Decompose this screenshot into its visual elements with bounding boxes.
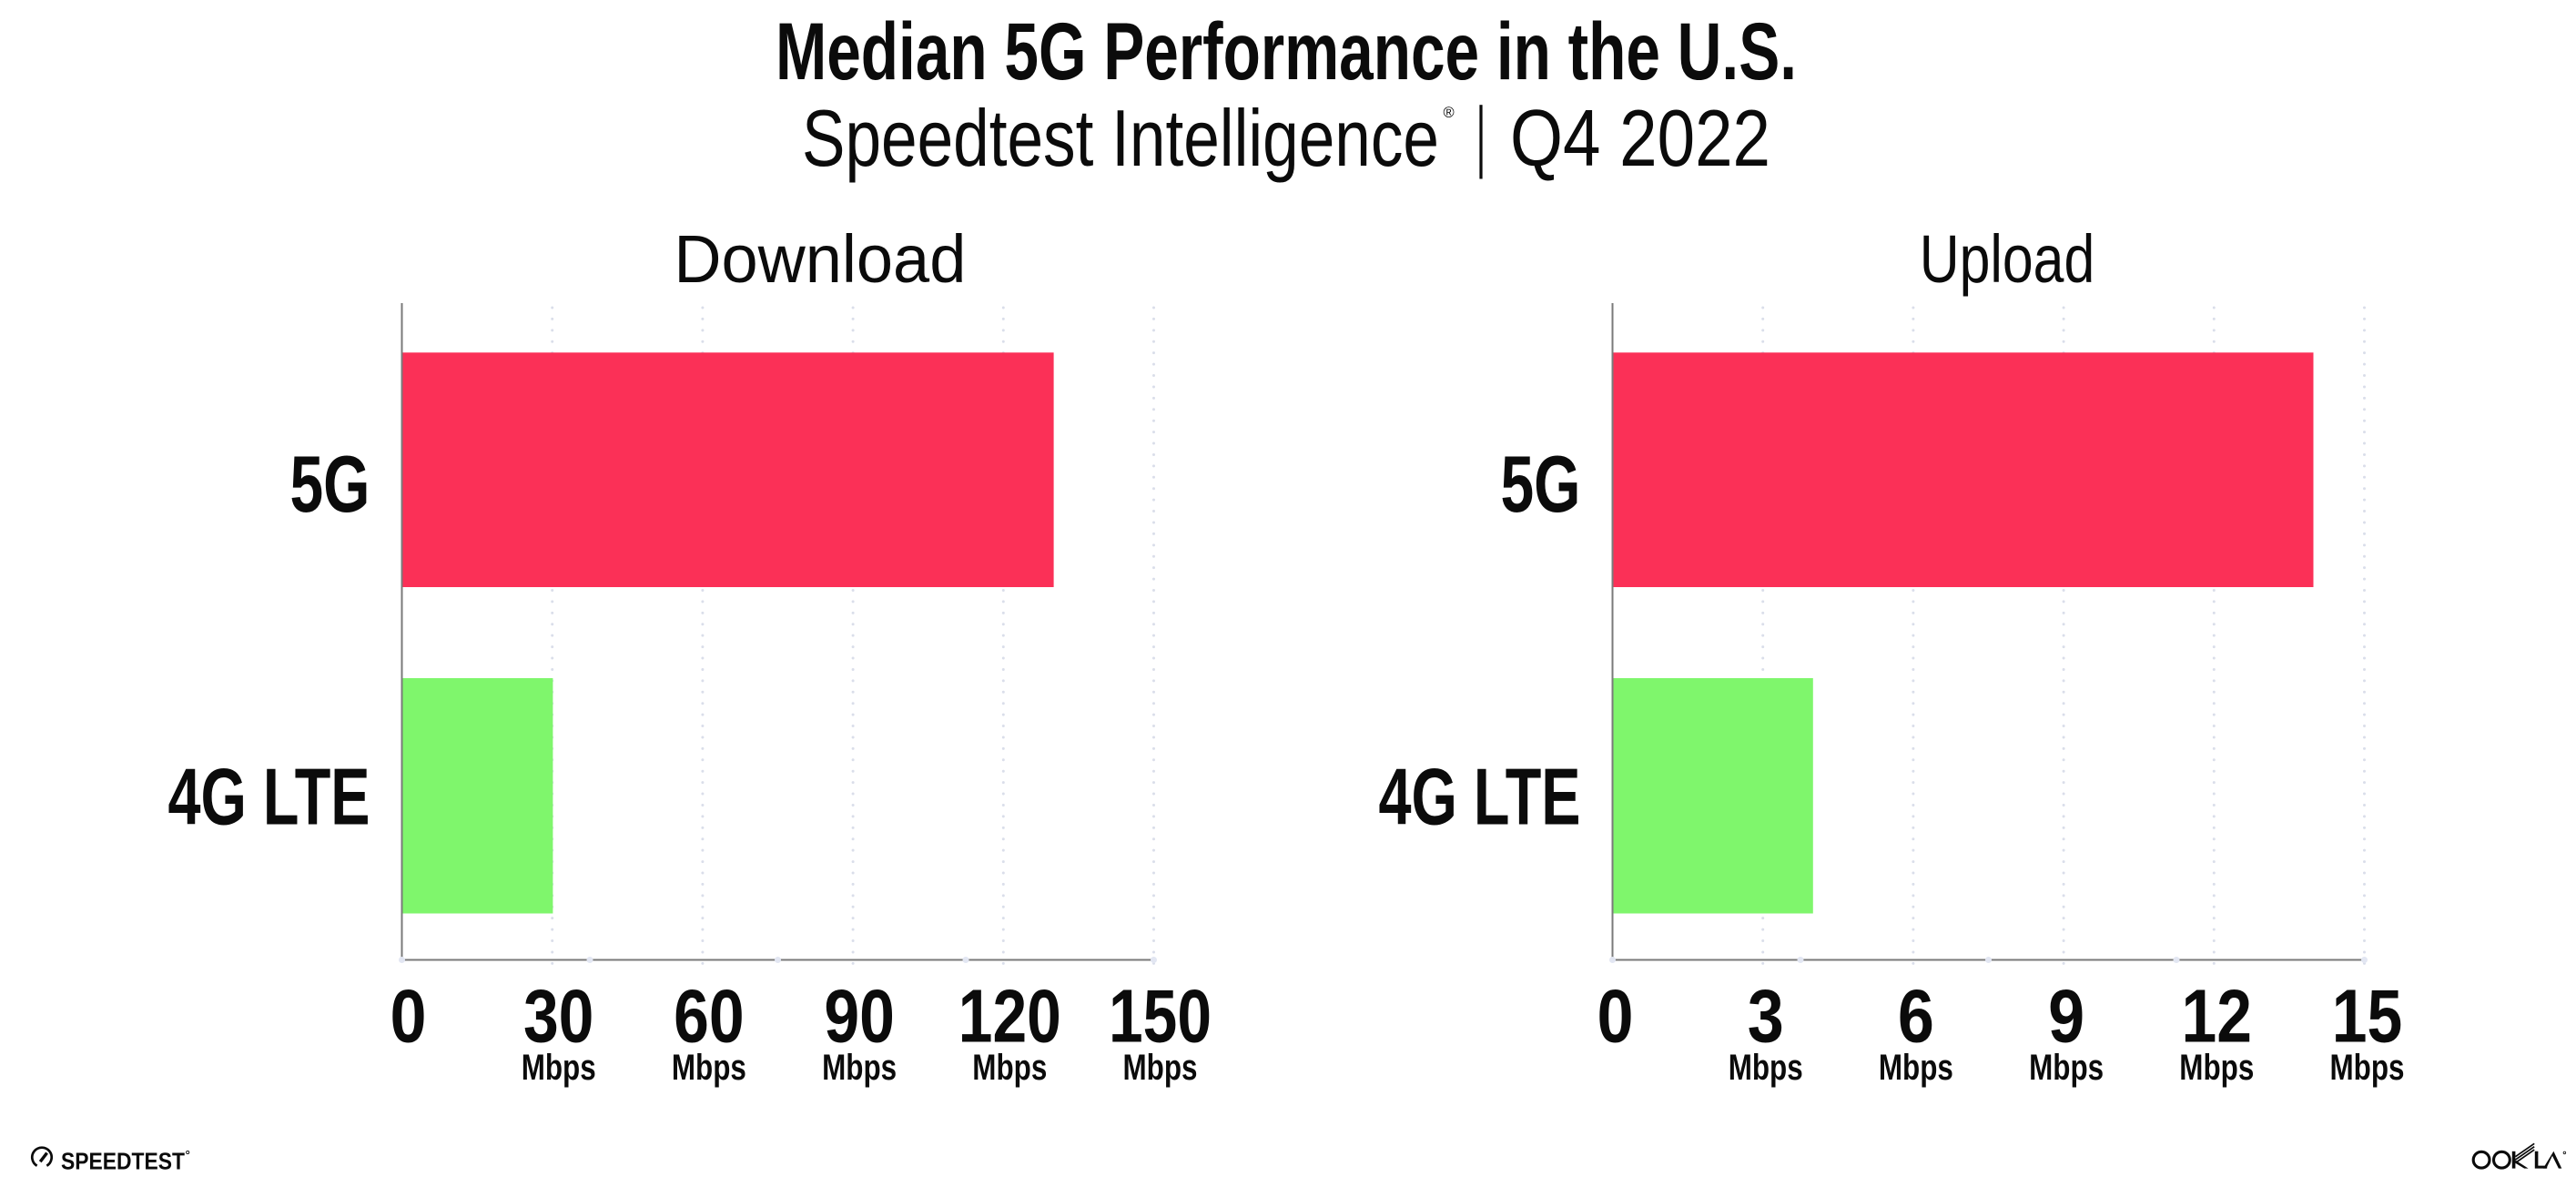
svg-text:Mbps: Mbps <box>822 1048 897 1088</box>
svg-text:3: 3 <box>1748 975 1784 1059</box>
svg-text:12: 12 <box>2182 975 2253 1059</box>
svg-text:®: ® <box>1444 105 1455 121</box>
svg-text:Mbps: Mbps <box>1123 1048 1198 1088</box>
svg-text:Mbps: Mbps <box>972 1048 1047 1088</box>
svg-text:120: 120 <box>958 975 1061 1059</box>
svg-text:Mbps: Mbps <box>1729 1048 1803 1088</box>
svg-text:Q4 2022: Q4 2022 <box>1510 94 1770 183</box>
svg-text:4G LTE: 4G LTE <box>168 752 370 842</box>
svg-text:Speedtest Intelligence: Speedtest Intelligence <box>802 94 1439 183</box>
svg-text:15: 15 <box>2332 975 2403 1059</box>
svg-text:6: 6 <box>1898 975 1934 1059</box>
svg-text:150: 150 <box>1109 975 1212 1059</box>
svg-text:Mbps: Mbps <box>2330 1048 2405 1088</box>
svg-text:9: 9 <box>2048 975 2084 1059</box>
svg-text:4G LTE: 4G LTE <box>1379 752 1581 842</box>
svg-text:30: 30 <box>523 975 594 1059</box>
svg-text:Median 5G Performance in the U: Median 5G Performance in the U.S. <box>776 5 1797 96</box>
svg-text:Download: Download <box>674 221 966 297</box>
svg-text:0: 0 <box>390 975 427 1059</box>
svg-text:60: 60 <box>674 975 745 1059</box>
svg-text:Mbps: Mbps <box>2179 1048 2254 1088</box>
svg-text:0: 0 <box>1597 975 1634 1059</box>
svg-text:Mbps: Mbps <box>672 1048 746 1088</box>
svg-text:Mbps: Mbps <box>522 1048 596 1088</box>
svg-text:Upload: Upload <box>1920 221 2095 297</box>
svg-text:5G: 5G <box>1501 439 1581 529</box>
svg-text:Mbps: Mbps <box>1879 1048 1953 1088</box>
svg-text:5G: 5G <box>290 439 370 529</box>
svg-text:SPEEDTEST: SPEEDTEST <box>61 1149 185 1174</box>
svg-text:Mbps: Mbps <box>2029 1048 2104 1088</box>
svg-text:90: 90 <box>824 975 895 1059</box>
